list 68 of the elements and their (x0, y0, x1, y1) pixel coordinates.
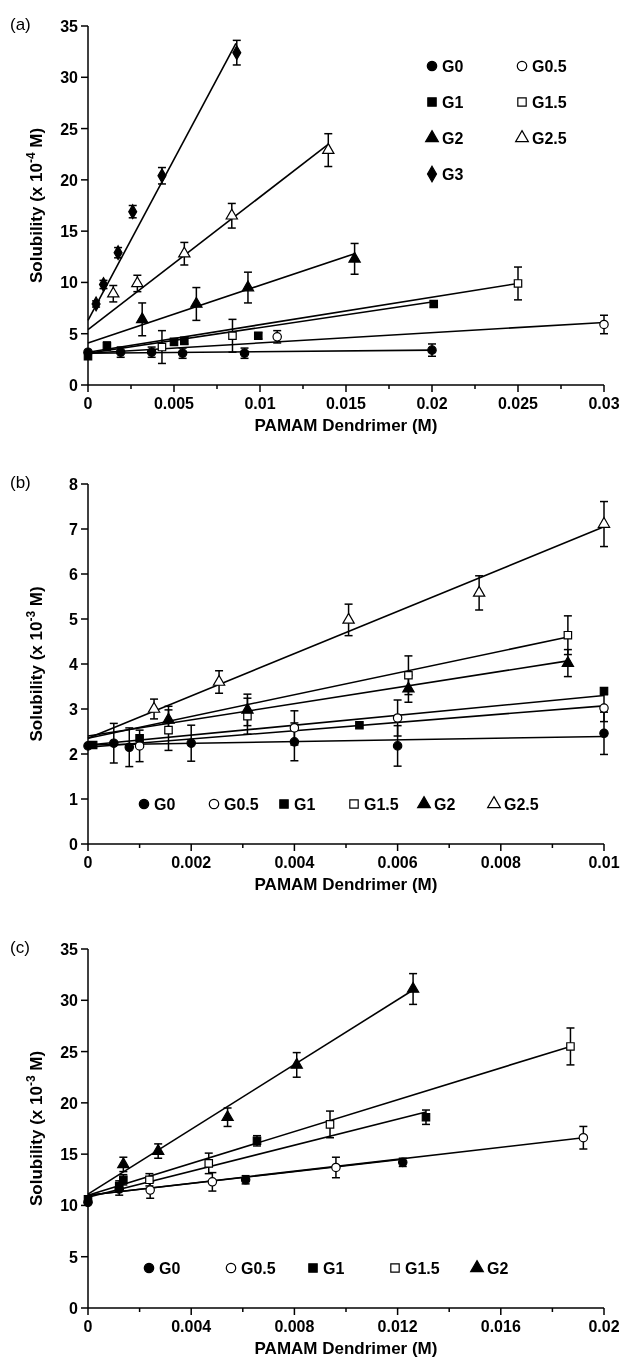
legend-label: G0.5 (532, 58, 567, 75)
x-tick-label: 0.025 (497, 395, 539, 412)
y-tick-label: 35 (60, 941, 79, 958)
y-tick-label: 0 (69, 377, 79, 394)
legend-label: G2 (487, 1260, 509, 1277)
legend-label: G1.5 (532, 94, 567, 111)
x-tick-label: 0.012 (377, 1318, 418, 1335)
legend-label: G1.5 (364, 796, 399, 813)
chart-title: (c) (10, 938, 30, 957)
x-tick-label: 0.01 (244, 395, 276, 412)
x-tick-label: 0.008 (274, 1318, 315, 1335)
legend-label: G2.5 (504, 796, 539, 813)
y-tick-label: 3 (69, 701, 79, 718)
x-tick-label: 0.02 (416, 395, 448, 412)
legend-label: G1 (323, 1260, 345, 1277)
x-tick-label: 0 (83, 854, 93, 871)
legend-label: G0 (442, 58, 464, 75)
x-tick-label: 0.005 (153, 395, 195, 412)
x-axis-title: PAMAM Dendrimer (M) (254, 416, 438, 435)
legend-label: G3 (442, 166, 464, 183)
x-tick-label: 0.03 (588, 395, 620, 412)
chart-title: (a) (10, 15, 31, 34)
x-tick-label: 0.016 (480, 1318, 521, 1335)
legend-label: G2 (442, 130, 464, 147)
y-tick-label: 1 (69, 791, 79, 808)
y-tick-label: 0 (69, 836, 79, 853)
legend-label: G2.5 (532, 130, 567, 147)
y-tick-label: 2 (69, 746, 79, 763)
y-tick-label: 4 (69, 656, 79, 673)
y-tick-label: 25 (60, 1043, 79, 1061)
y-tick-label: 15 (60, 223, 79, 241)
legend-label: G2 (434, 796, 456, 813)
x-tick-label: 0.01 (588, 854, 620, 871)
x-tick-label: 0.002 (171, 854, 212, 871)
y-tick-label: 20 (60, 1094, 79, 1112)
chart-title: (b) (10, 473, 31, 492)
legend-label: G0 (159, 1260, 181, 1277)
y-tick-label: 30 (60, 992, 79, 1010)
y-tick-label: 10 (60, 274, 79, 292)
legend-label: G0.5 (241, 1260, 276, 1277)
legend-label: G0.5 (224, 796, 259, 813)
legend-label: G1 (442, 94, 464, 111)
y-tick-label: 20 (60, 171, 79, 189)
y-tick-label: 10 (60, 1197, 79, 1215)
y-tick-label: 6 (69, 566, 79, 583)
legend-label: G1.5 (405, 1260, 440, 1277)
x-tick-label: 0.015 (325, 395, 367, 412)
legend-label: G0 (154, 796, 176, 813)
x-tick-label: 0.02 (588, 1318, 620, 1335)
x-tick-label: 0 (83, 1318, 93, 1335)
x-tick-label: 0.008 (480, 854, 521, 871)
y-tick-label: 5 (69, 325, 79, 343)
y-tick-label: 35 (60, 18, 79, 35)
y-tick-label: 15 (60, 1146, 79, 1164)
y-tick-label: 5 (69, 611, 79, 628)
x-axis-title: PAMAM Dendrimer (M) (254, 875, 438, 894)
x-tick-label: 0.004 (274, 854, 315, 871)
y-tick-label: 0 (69, 1300, 79, 1317)
y-tick-label: 7 (69, 521, 79, 538)
y-tick-label: 5 (69, 1248, 79, 1266)
y-tick-label: 25 (60, 120, 79, 138)
x-tick-label: 0.004 (171, 1318, 212, 1335)
x-tick-label: 0.006 (377, 854, 418, 871)
x-tick-label: 0 (83, 395, 93, 412)
y-tick-label: 30 (60, 69, 79, 87)
y-tick-label: 8 (69, 476, 79, 493)
legend-label: G1 (294, 796, 316, 813)
x-axis-title: PAMAM Dendrimer (M) (254, 1339, 438, 1358)
